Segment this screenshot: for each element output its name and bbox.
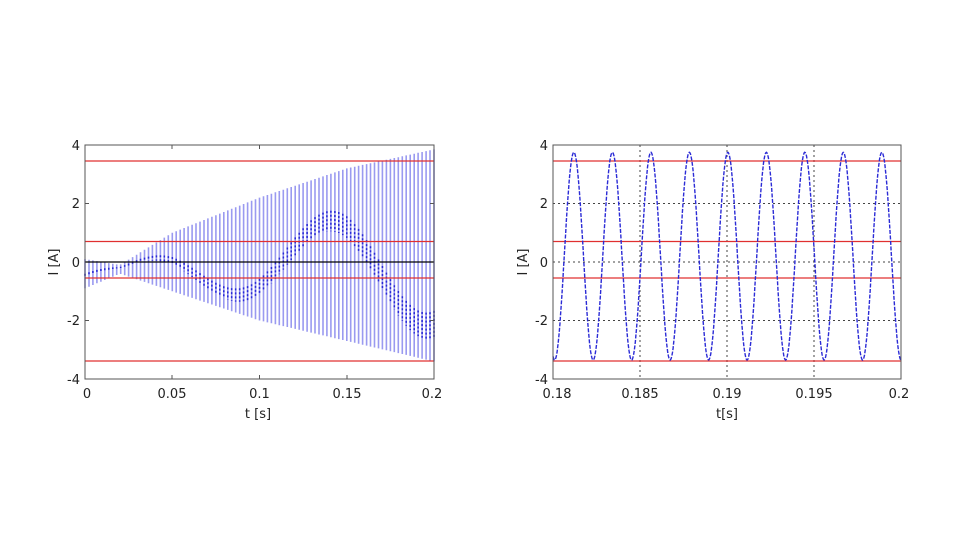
svg-text:4: 4 xyxy=(72,139,80,154)
svg-text:0.18: 0.18 xyxy=(543,387,572,402)
svg-text:0.05: 0.05 xyxy=(158,387,187,402)
right-y-tick-labels: 4 2 0 -2 -4 xyxy=(535,139,548,388)
right-x-tick-labels: 0.18 0.185 0.19 0.195 0.2 xyxy=(543,387,910,402)
left-ticks xyxy=(85,145,434,379)
svg-text:0.2: 0.2 xyxy=(422,387,443,402)
svg-text:-4: -4 xyxy=(67,373,80,388)
svg-text:-2: -2 xyxy=(67,314,80,329)
svg-text:-2: -2 xyxy=(535,314,548,329)
left-limit-lines xyxy=(85,160,434,362)
svg-text:0.1: 0.1 xyxy=(249,387,270,402)
svg-text:0: 0 xyxy=(83,387,91,402)
right-signal-trace xyxy=(552,151,902,361)
left-y-tick-labels: 4 2 0 -2 -4 xyxy=(67,139,80,388)
svg-text:0.195: 0.195 xyxy=(795,387,832,402)
right-limit-lines xyxy=(553,160,901,362)
svg-text:0: 0 xyxy=(540,256,548,271)
right-y-axis-label: I [A] xyxy=(516,248,531,275)
left-x-axis-label: t [s] xyxy=(245,407,271,422)
left-y-axis-label: I [A] xyxy=(47,248,62,275)
svg-text:0.185: 0.185 xyxy=(621,387,658,402)
right-axes-frame xyxy=(552,144,902,380)
svg-text:4: 4 xyxy=(540,139,548,154)
left-x-tick-labels: 0 0.05 0.1 0.15 0.2 xyxy=(83,387,442,402)
svg-text:0.15: 0.15 xyxy=(333,387,362,402)
svg-text:-4: -4 xyxy=(535,373,548,388)
right-x-axis-label: t[s] xyxy=(716,407,738,422)
svg-text:0.19: 0.19 xyxy=(713,387,742,402)
svg-text:0.2: 0.2 xyxy=(889,387,910,402)
svg-text:0: 0 xyxy=(72,256,80,271)
left-plot: 4 2 0 -2 -4 0 0.05 0.1 0.15 0.2 t [s] I … xyxy=(47,139,442,422)
svg-text:2: 2 xyxy=(72,197,80,212)
svg-text:2: 2 xyxy=(540,197,548,212)
left-signal-trace xyxy=(84,149,435,362)
right-grid xyxy=(553,145,901,379)
right-plot: 4 2 0 -2 -4 0.18 0.185 0.19 0.195 0.2 t[… xyxy=(516,139,909,422)
